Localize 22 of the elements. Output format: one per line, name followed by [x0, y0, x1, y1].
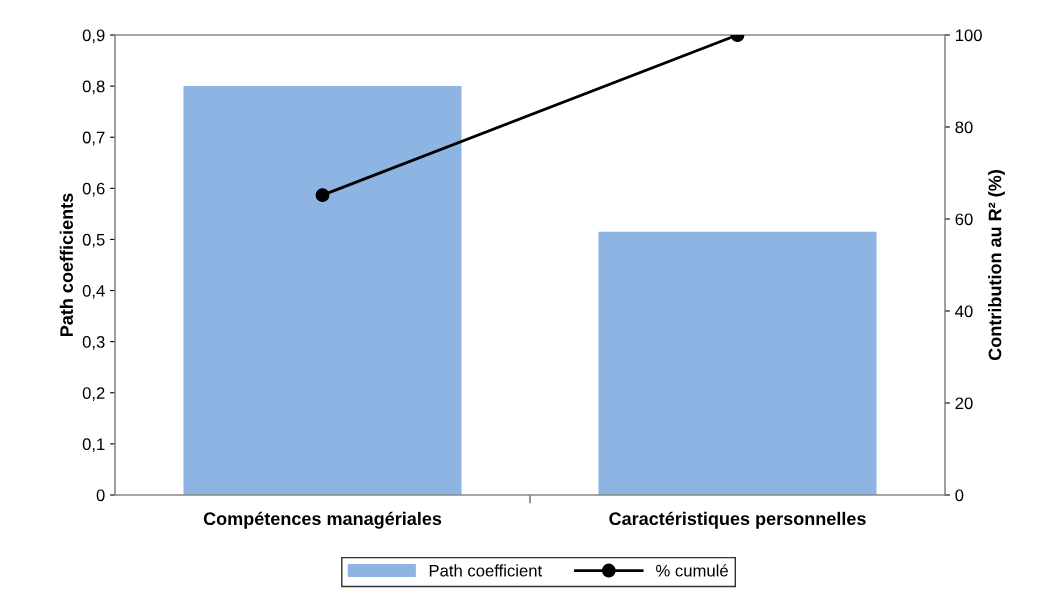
y-tick-label: 0,7	[82, 131, 105, 146]
legend-label: % cumulé	[656, 564, 728, 577]
legend-label: Path coefficient	[429, 564, 543, 577]
y-tick-label: 0,3	[82, 336, 105, 350]
y2-tick-label: 0	[955, 489, 964, 502]
y-tick-label: 0,6	[82, 182, 105, 197]
y2-tick-label: 80	[955, 121, 973, 134]
x-tick-label: Compétences managériales	[203, 511, 442, 529]
y-axis-title: Path coefficients	[59, 193, 73, 337]
y2-tick-label: 20	[955, 397, 973, 410]
y-tick-label: 0,2	[82, 387, 105, 401]
y-tick-label: 0,8	[82, 80, 105, 95]
y2-axis-title: Contribution au R² (%)	[988, 170, 1005, 361]
y-tick-label: 0,1	[82, 438, 105, 453]
y-tick-label: 0,4	[82, 284, 105, 299]
y2-tick-label: 60	[955, 213, 973, 226]
y-tick-label: 0,5	[82, 233, 105, 248]
y-tick-label: 0	[96, 489, 105, 502]
y2-tick-label: 40	[955, 305, 973, 318]
y2-tick-label: 100	[955, 29, 982, 42]
y-tick-label: 0,9	[82, 29, 105, 44]
x-tick-label: Caractéristiques personnelles	[609, 511, 866, 529]
